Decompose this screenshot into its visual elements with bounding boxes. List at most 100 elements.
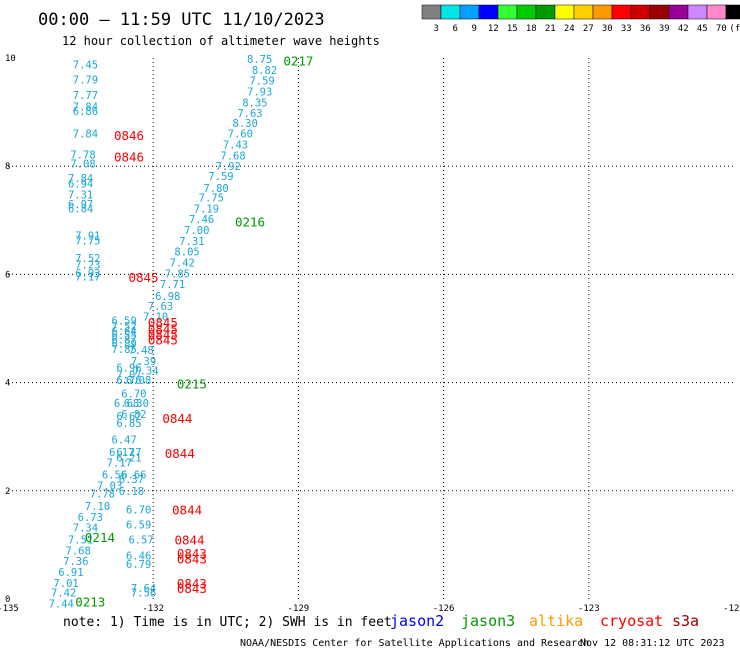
wave-height-label: 7.78: [90, 489, 115, 501]
x-tick-label: -120: [723, 604, 740, 614]
wave-height-label: 7.75: [199, 193, 224, 205]
wave-height-label: 6.30: [124, 398, 149, 410]
wave-height-label: 6.27: [116, 447, 141, 459]
colorbar-label: 15: [507, 24, 518, 34]
colorbar-swatch: [459, 4, 480, 20]
footer-timestamp: Nov 12 08:31:12 UTC 2023: [580, 638, 725, 649]
colorbar-label: 30: [602, 24, 613, 34]
wave-height-label: 7.43: [223, 140, 248, 152]
wave-height-label: 7.17: [75, 272, 100, 284]
satellite-legend-altika: altika: [529, 612, 583, 630]
wave-height-label: 7.84: [68, 173, 93, 185]
wave-height-label: 6.98: [155, 291, 180, 303]
colorbar-label: (ft): [729, 24, 740, 34]
pass-time-label: 0214: [85, 530, 115, 545]
wave-height-label: 7.07: [116, 369, 141, 381]
colorbar-swatch: [478, 4, 499, 20]
wave-height-label: 6.68: [114, 398, 139, 410]
pass-time-label: 0846: [114, 128, 144, 143]
satellite-legend-jason2: jason2: [390, 612, 444, 630]
wave-height-label: 6.46: [126, 551, 151, 563]
wave-height-label: 7.42: [170, 257, 195, 269]
pass-time-label: 0845: [148, 315, 178, 330]
pass-time-label: 0843: [177, 576, 207, 591]
wave-height-label: 7.48: [128, 345, 153, 357]
colorbar-label: 42: [678, 24, 689, 34]
wave-height-label: 6.56: [102, 470, 127, 482]
wave-height-label: 7.68: [66, 545, 91, 557]
colorbar-swatch: [611, 4, 632, 20]
x-tick-label: -126: [433, 604, 455, 614]
wave-height-label: 7.68: [220, 150, 245, 162]
wave-height-label: 7.64: [131, 583, 156, 595]
wave-height-label: 6.66: [121, 470, 146, 482]
y-tick-label: 8: [5, 162, 10, 172]
y-tick-label: 0: [5, 595, 10, 605]
wave-height-label: 6.82: [121, 409, 146, 421]
pass-time-label: 0217: [283, 54, 313, 69]
wave-height-label: 6.89: [112, 339, 137, 351]
wave-height-label: 6.62: [116, 411, 141, 423]
wave-height-label: 6.93: [75, 268, 100, 280]
colorbar-swatch: [706, 4, 727, 20]
footer-credit: NOAA/NESDIS Center for Satellite Applica…: [240, 638, 589, 649]
pass-time-label: 0845: [148, 322, 178, 337]
wave-height-label: 6.86: [73, 106, 98, 118]
wave-height-label: 7.92: [216, 161, 241, 173]
wave-height-label: 6.73: [78, 512, 103, 524]
wave-height-label: 6.85: [116, 418, 141, 430]
wave-height-label: 7.19: [194, 203, 219, 215]
colorbar-swatch: [440, 4, 461, 20]
wave-height-label: 7.56: [131, 588, 156, 600]
plot-grid: [8, 58, 734, 599]
pass-time-label: 0843: [177, 546, 207, 561]
pass-time-label: 0213: [75, 595, 105, 610]
colorbar-swatch: [687, 4, 708, 20]
wave-height-label: 7.31: [179, 236, 204, 248]
colorbar-label: 24: [564, 24, 575, 34]
x-tick-label: -132: [142, 604, 164, 614]
wave-height-label: 6.84: [68, 203, 93, 215]
wave-height-label: 7.34: [73, 523, 98, 535]
wave-height-label: 7.17: [107, 458, 132, 470]
pass-time-label: 0216: [235, 214, 265, 229]
colorbar-swatch: [725, 4, 740, 20]
x-tick-label: -129: [288, 604, 310, 614]
wave-height-label: 6.70: [126, 505, 151, 517]
wave-height-label: 6.21: [116, 452, 141, 464]
wave-height-label: 6.97: [68, 199, 93, 211]
wave-height-label: 8.35: [242, 97, 267, 109]
colorbar-label: 12: [488, 24, 499, 34]
wave-height-label: 6.70: [121, 388, 146, 400]
wave-height-label: 7.10: [143, 312, 168, 324]
wave-height-label: 8.75: [247, 54, 272, 66]
wave-height-label: 7.36: [63, 556, 88, 568]
chart-subtitle: 12 hour collection of altimeter wave hei…: [62, 34, 380, 48]
pass-time-label: 0215: [177, 377, 207, 392]
wave-height-label: 6.64: [112, 326, 137, 338]
axis-ticks: -135 -132 -129 -126 -123 -120 0 2 4 6 8 10: [0, 54, 740, 614]
satellite-legend: jason2 jason3 altika cryosat s3a: [390, 612, 699, 630]
wave-height-label: 7.52: [75, 253, 100, 265]
wave-height-label: 7.10: [85, 501, 110, 513]
wave-height-label: 7.60: [228, 129, 253, 141]
wave-height-label: 7.80: [203, 183, 228, 195]
wave-height-label: 7.52: [112, 321, 137, 333]
wave-height-label: 6.59: [126, 519, 151, 531]
pass-time-label: 0844: [172, 503, 202, 518]
wave-height-label: 6.17: [109, 447, 134, 459]
x-tick-label: -135: [0, 604, 19, 614]
colorbar-swatch: [630, 4, 651, 20]
pass-time-label: 0844: [165, 446, 195, 461]
colorbar-swatch: [421, 4, 442, 20]
wave-height-label: 7.63: [148, 301, 173, 313]
colorbar-label: 45: [697, 24, 708, 34]
wave-height-label: 6.18: [119, 486, 144, 498]
pass-time-label: 0843: [177, 581, 207, 596]
y-tick-label: 10: [5, 54, 16, 64]
colorbar-label: 70: [716, 24, 727, 34]
wave-height-values: 7.457.797.777.846.867.847.787.087.846.94…: [49, 54, 278, 610]
wave-height-label: 7.00: [184, 225, 209, 237]
